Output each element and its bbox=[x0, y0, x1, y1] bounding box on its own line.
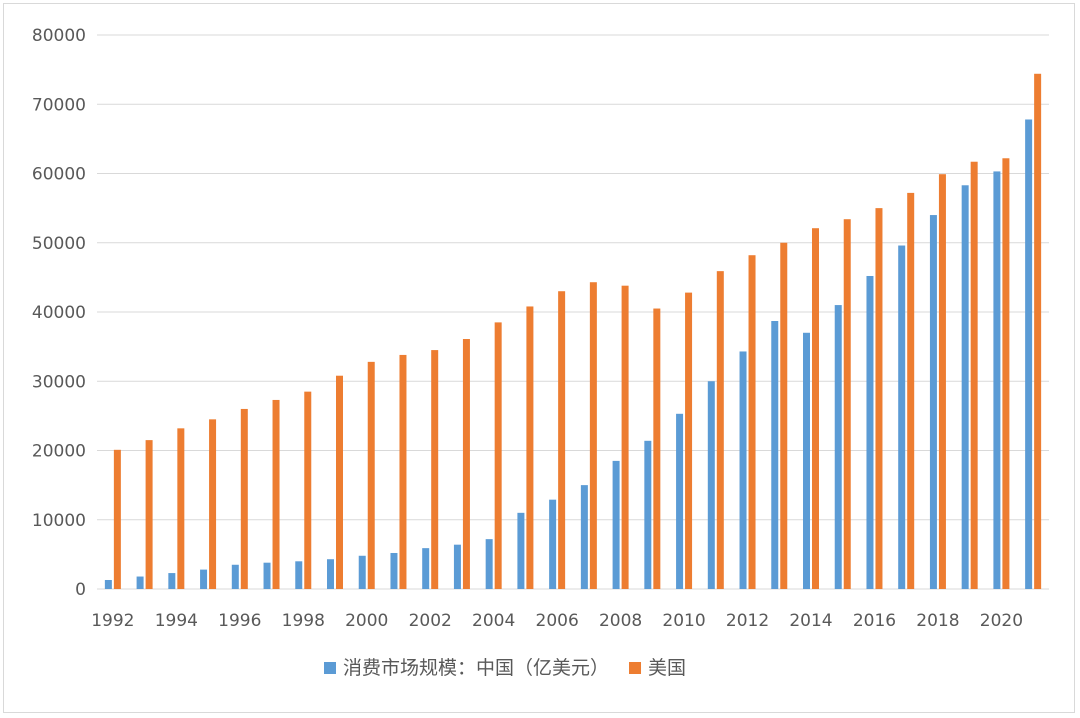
x-tick-label: 2018 bbox=[916, 611, 959, 631]
bar-china-2007 bbox=[580, 485, 588, 589]
bar-china-2001 bbox=[390, 552, 398, 589]
bar-china-2014 bbox=[803, 332, 810, 589]
bars bbox=[104, 73, 1042, 590]
bar-china-2009 bbox=[644, 440, 652, 589]
bar-china-1997 bbox=[263, 562, 271, 589]
bar-usa-2006 bbox=[558, 291, 566, 589]
bar-usa-2016 bbox=[875, 208, 883, 589]
bar-usa-1993 bbox=[145, 440, 153, 589]
x-tick-label: 2020 bbox=[980, 611, 1023, 631]
x-tick-label: 1992 bbox=[91, 611, 134, 631]
y-tick-label: 20000 bbox=[32, 442, 86, 462]
y-tick-label: 10000 bbox=[32, 511, 86, 531]
bar-china-2008 bbox=[612, 460, 620, 589]
bar-usa-2001 bbox=[399, 354, 407, 589]
bar-chart: 0 10000 20000 30000 40000 50000 60000 70000 8000… bbox=[32, 26, 1049, 679]
bar-usa-2004 bbox=[494, 322, 502, 589]
x-axis-tick-labels: 1992 1994 1996 1998 2000 2002 2004 2006 2008 2010… bbox=[91, 611, 1023, 631]
legend-label-china: 消费市场规模：中国（亿美元） bbox=[343, 657, 609, 679]
bar-china-2015 bbox=[834, 305, 842, 589]
bar-china-2021 bbox=[1025, 119, 1033, 590]
bar-china-2010 bbox=[676, 413, 684, 589]
bar-usa-2017 bbox=[907, 192, 915, 589]
bar-usa-2013 bbox=[780, 242, 788, 589]
bar-usa-1998 bbox=[304, 391, 312, 589]
bar-usa-2003 bbox=[462, 339, 470, 589]
x-tick-label: 2004 bbox=[472, 611, 515, 631]
bar-usa-2020 bbox=[1002, 158, 1010, 589]
bar-usa-1999 bbox=[336, 375, 343, 589]
bar-china-2003 bbox=[453, 544, 461, 589]
bar-usa-2002 bbox=[431, 350, 439, 589]
bar-usa-2015 bbox=[843, 219, 851, 589]
bar-usa-2007 bbox=[589, 282, 597, 589]
bar-usa-2018 bbox=[938, 174, 946, 589]
chart-frame: 0 10000 20000 30000 40000 50000 60000 70000 8000… bbox=[3, 3, 1075, 713]
legend-label-usa: 美国 bbox=[648, 657, 686, 679]
legend-swatch-usa bbox=[629, 662, 642, 674]
x-tick-label: 2010 bbox=[662, 611, 705, 631]
x-tick-label: 2016 bbox=[853, 611, 896, 631]
bar-usa-1995 bbox=[209, 419, 217, 589]
bar-china-2012 bbox=[739, 351, 747, 589]
bar-china-1996 bbox=[231, 564, 239, 589]
bar-china-2017 bbox=[898, 245, 906, 589]
bar-china-2020 bbox=[993, 171, 1001, 590]
bar-usa-2019 bbox=[970, 161, 978, 590]
x-tick-label: 2014 bbox=[789, 611, 832, 631]
bar-china-2018 bbox=[929, 215, 937, 590]
bar-china-2019 bbox=[961, 185, 969, 589]
y-tick-label: 70000 bbox=[32, 95, 86, 115]
bar-china-2002 bbox=[422, 548, 430, 589]
y-axis-tick-labels: 0 10000 20000 30000 40000 50000 60000 70000 8000… bbox=[32, 26, 86, 600]
bar-usa-2011 bbox=[716, 271, 724, 589]
x-tick-label: 2008 bbox=[599, 611, 642, 631]
legend: 消费市场规模：中国（亿美元） 美国 bbox=[324, 657, 686, 679]
bar-china-1998 bbox=[295, 561, 303, 589]
bar-china-1994 bbox=[168, 573, 176, 589]
bar-usa-2014 bbox=[812, 228, 819, 589]
bar-china-2005 bbox=[517, 512, 525, 589]
bar-usa-1992 bbox=[113, 449, 121, 589]
y-tick-label: 50000 bbox=[32, 234, 86, 254]
bar-china-2000 bbox=[358, 555, 366, 589]
bar-china-2013 bbox=[771, 321, 779, 589]
bar-china-1999 bbox=[327, 559, 334, 589]
bar-usa-2005 bbox=[526, 306, 534, 589]
bar-usa-2000 bbox=[367, 361, 375, 589]
gridlines bbox=[97, 34, 1049, 590]
bar-china-2011 bbox=[707, 381, 715, 589]
x-tick-label: 2002 bbox=[409, 611, 452, 631]
y-tick-label: 0 bbox=[75, 580, 86, 600]
bar-usa-2010 bbox=[685, 292, 693, 589]
x-tick-label: 1998 bbox=[282, 611, 325, 631]
x-tick-label: 1994 bbox=[155, 611, 198, 631]
bar-usa-1994 bbox=[177, 428, 185, 589]
bar-usa-1996 bbox=[240, 408, 248, 589]
bar-china-1995 bbox=[200, 569, 208, 589]
bar-usa-2021 bbox=[1034, 73, 1042, 589]
y-tick-label: 30000 bbox=[32, 372, 86, 392]
bar-usa-2009 bbox=[653, 308, 661, 589]
y-tick-label: 40000 bbox=[32, 303, 86, 323]
bar-china-2004 bbox=[485, 539, 493, 589]
y-tick-label: 60000 bbox=[32, 165, 86, 185]
legend-swatch-china bbox=[324, 662, 336, 674]
bar-usa-1997 bbox=[272, 399, 280, 589]
x-tick-label: 2000 bbox=[345, 611, 388, 631]
bar-china-2016 bbox=[866, 275, 874, 589]
bar-usa-2008 bbox=[621, 285, 629, 589]
bar-china-1992 bbox=[104, 579, 112, 589]
x-tick-label: 1996 bbox=[218, 611, 261, 631]
y-tick-label: 80000 bbox=[32, 26, 86, 46]
bar-usa-2012 bbox=[748, 255, 756, 589]
bar-china-2006 bbox=[549, 499, 557, 589]
bar-china-1993 bbox=[136, 576, 144, 589]
x-tick-label: 2006 bbox=[536, 611, 579, 631]
x-tick-label: 2012 bbox=[726, 611, 769, 631]
